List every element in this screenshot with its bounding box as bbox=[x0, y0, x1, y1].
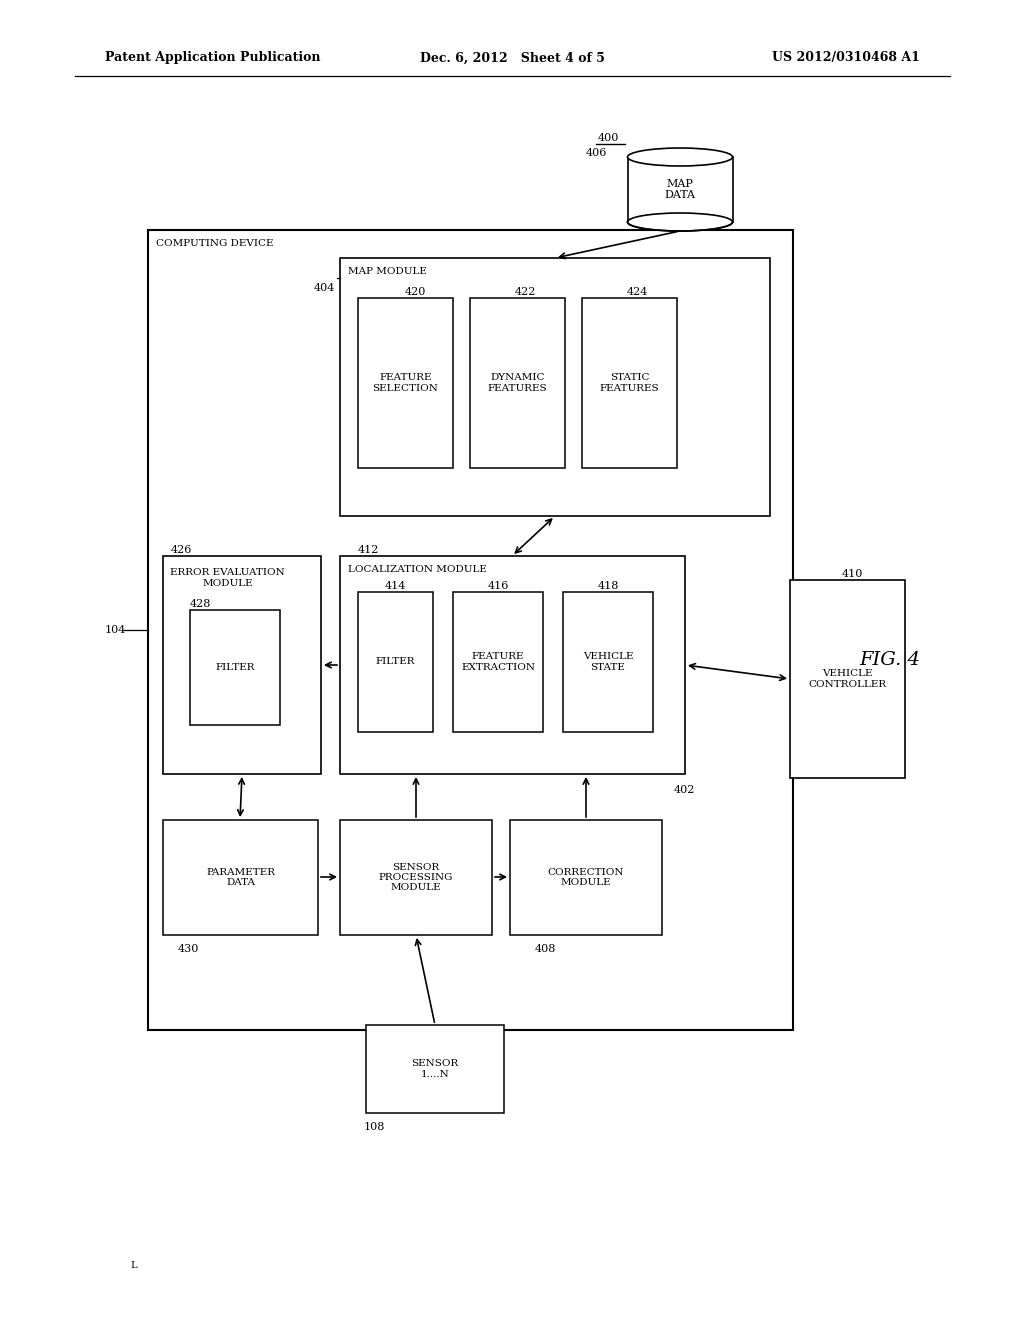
Text: 414: 414 bbox=[385, 581, 407, 591]
Ellipse shape bbox=[628, 213, 732, 231]
Text: 406: 406 bbox=[586, 148, 607, 158]
Text: 416: 416 bbox=[487, 581, 509, 591]
Text: 420: 420 bbox=[404, 286, 426, 297]
Bar bbox=[470, 298, 565, 469]
Text: 428: 428 bbox=[189, 599, 211, 609]
Text: 422: 422 bbox=[515, 286, 537, 297]
Text: FILTER: FILTER bbox=[376, 657, 416, 667]
Bar bbox=[453, 591, 543, 733]
Text: DYNAMIC
FEATURES: DYNAMIC FEATURES bbox=[487, 374, 547, 393]
Bar bbox=[340, 556, 685, 774]
Text: LOCALIZATION MODULE: LOCALIZATION MODULE bbox=[348, 565, 486, 574]
Text: FILTER: FILTER bbox=[215, 663, 255, 672]
Text: FEATURE
EXTRACTION: FEATURE EXTRACTION bbox=[461, 652, 535, 672]
Text: 418: 418 bbox=[597, 581, 618, 591]
Text: SENSOR
PROCESSING
MODULE: SENSOR PROCESSING MODULE bbox=[379, 862, 454, 892]
Bar bbox=[163, 556, 321, 774]
Bar bbox=[358, 591, 433, 733]
Text: 412: 412 bbox=[357, 545, 379, 554]
Ellipse shape bbox=[628, 148, 732, 166]
Text: MAP MODULE: MAP MODULE bbox=[348, 268, 427, 276]
Bar bbox=[340, 820, 492, 935]
Text: 400: 400 bbox=[598, 133, 620, 143]
Text: VEHICLE
CONTROLLER: VEHICLE CONTROLLER bbox=[808, 669, 887, 689]
Text: 424: 424 bbox=[627, 286, 648, 297]
Text: 402: 402 bbox=[674, 785, 695, 795]
Text: US 2012/0310468 A1: US 2012/0310468 A1 bbox=[772, 51, 920, 65]
Text: Patent Application Publication: Patent Application Publication bbox=[105, 51, 321, 65]
Text: 430: 430 bbox=[177, 944, 199, 954]
Bar bbox=[582, 298, 677, 469]
Text: 108: 108 bbox=[364, 1122, 385, 1133]
Text: FIG. 4: FIG. 4 bbox=[859, 651, 921, 669]
Text: 404: 404 bbox=[313, 282, 335, 293]
Bar bbox=[628, 157, 732, 222]
Text: 426: 426 bbox=[170, 545, 191, 554]
Bar bbox=[510, 820, 662, 935]
Text: 410: 410 bbox=[842, 569, 863, 579]
Bar bbox=[163, 820, 318, 935]
Bar bbox=[148, 230, 793, 1030]
Text: STATIC
FEATURES: STATIC FEATURES bbox=[600, 374, 659, 393]
Bar bbox=[563, 591, 653, 733]
Bar bbox=[358, 298, 453, 469]
Text: 104: 104 bbox=[104, 624, 126, 635]
Text: SENSOR
1....N: SENSOR 1....N bbox=[412, 1059, 459, 1078]
Bar bbox=[340, 257, 770, 516]
Text: VEHICLE
STATE: VEHICLE STATE bbox=[583, 652, 633, 672]
Text: ERROR EVALUATION
MODULE: ERROR EVALUATION MODULE bbox=[170, 569, 285, 587]
Text: PARAMETER
DATA: PARAMETER DATA bbox=[206, 867, 275, 887]
Text: COMPUTING DEVICE: COMPUTING DEVICE bbox=[156, 239, 273, 248]
Text: L: L bbox=[130, 1261, 136, 1270]
Bar bbox=[790, 579, 905, 777]
Text: 408: 408 bbox=[535, 944, 556, 954]
Text: CORRECTION
MODULE: CORRECTION MODULE bbox=[548, 867, 625, 887]
Text: FEATURE
SELECTION: FEATURE SELECTION bbox=[373, 374, 438, 393]
Bar bbox=[190, 610, 280, 725]
Text: Dec. 6, 2012   Sheet 4 of 5: Dec. 6, 2012 Sheet 4 of 5 bbox=[420, 51, 604, 65]
Bar bbox=[366, 1026, 504, 1113]
Text: MAP
DATA: MAP DATA bbox=[665, 178, 695, 201]
